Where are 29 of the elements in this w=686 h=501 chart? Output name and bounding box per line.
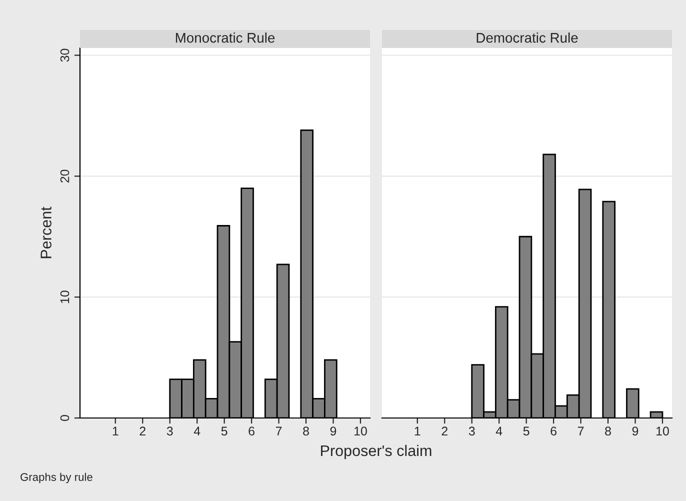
x-tick-label: 2	[442, 426, 448, 436]
x-tick-label: 1	[414, 426, 420, 436]
x-tick-label: 10	[656, 426, 669, 436]
x-tick-label: 6	[248, 426, 254, 436]
y-tick-label: 0	[60, 415, 70, 421]
chart-title: Monocratic Rule	[176, 32, 275, 43]
x-tick-label: 10	[354, 426, 367, 436]
x-tick-label: 3	[166, 426, 173, 436]
x-tick-label: 7	[578, 426, 584, 436]
x-tick-label: 4	[194, 426, 200, 436]
text: Graphs by rule	[20, 472, 92, 484]
y-axis-title: Percent	[40, 206, 52, 258]
y-tick-label: 10	[60, 290, 70, 304]
x-tick-label: 4	[496, 426, 502, 436]
x-tick-label: 2	[140, 426, 146, 436]
x-axis-title: Proposer's claim	[321, 444, 432, 460]
x-tick-label: 3	[468, 426, 475, 436]
chart-title: Democratic Rule	[476, 32, 578, 43]
y-tick-label: 30	[60, 48, 70, 62]
x-tick-label: 9	[632, 426, 638, 436]
x-tick-label: 9	[330, 426, 336, 436]
x-tick-label: 1	[112, 426, 118, 436]
x-tick-label: 5	[523, 426, 530, 436]
x-tick-label: 5	[221, 426, 228, 436]
x-tick-label: 7	[276, 426, 282, 436]
x-tick-label: 6	[550, 426, 556, 436]
x-tick-label: 8	[605, 426, 611, 436]
x-tick-label: 8	[303, 426, 309, 436]
y-tick-label: 20	[60, 170, 70, 182]
